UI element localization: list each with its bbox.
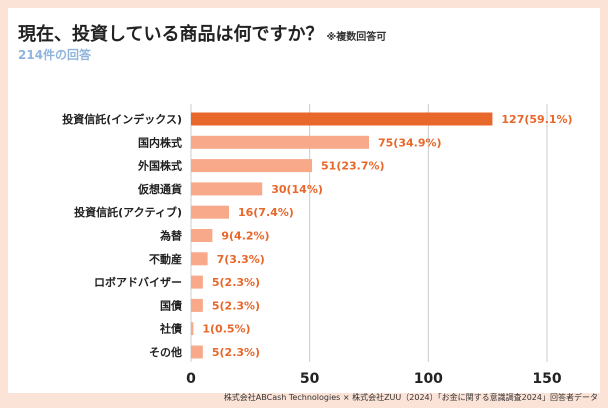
category-label: 不動産	[149, 252, 182, 266]
title-text: 現在、投資している商品は何ですか？	[18, 24, 324, 45]
title-note: ※複数回答可	[326, 32, 387, 43]
category-label: 為替	[160, 229, 183, 243]
x-tick-label: 150	[532, 371, 561, 387]
value-label: 51(23.7%)	[321, 160, 385, 173]
bar	[191, 298, 203, 312]
x-tick-label: 0	[186, 371, 196, 387]
category-label: 仮想通貨	[137, 182, 182, 196]
category-label: 国内株式	[138, 135, 182, 149]
bar	[191, 275, 203, 289]
bar	[191, 135, 369, 149]
value-label: 1(0.5%)	[202, 323, 250, 336]
value-label: 127(59.1%)	[501, 113, 572, 126]
x-tick-label: 100	[414, 371, 443, 387]
category-label: 国債	[160, 298, 182, 312]
x-tick-label: 50	[300, 371, 320, 387]
bar	[191, 159, 313, 173]
bar	[191, 252, 208, 266]
value-label: 5(2.3%)	[212, 346, 260, 359]
bar	[191, 205, 229, 219]
category-label: 投資信託(アクティブ)	[74, 205, 182, 219]
bar	[191, 345, 203, 359]
chart-card	[8, 8, 600, 393]
category-label: その他	[149, 345, 182, 359]
response-count: 214件の回答	[18, 48, 92, 62]
value-label: 5(2.3%)	[212, 276, 260, 289]
value-label: 5(2.3%)	[212, 299, 260, 312]
bar	[191, 112, 493, 126]
source-footer: 株式会社ABCash Technologies × 株式会社ZUU（2024）「…	[223, 393, 598, 402]
value-label: 75(34.9%)	[378, 136, 442, 149]
category-label: 外国株式	[137, 159, 182, 173]
value-label: 7(3.3%)	[217, 253, 265, 266]
category-label: ロボアドバイザー	[94, 275, 182, 289]
value-label: 30(14%)	[271, 183, 323, 196]
bar	[191, 322, 194, 336]
chart-title: 現在、投資している商品は何ですか？ ※複数回答可	[18, 20, 386, 46]
value-label: 16(7.4%)	[238, 206, 294, 219]
bar	[191, 182, 263, 196]
value-label: 9(4.2%)	[221, 230, 269, 243]
category-label: 社債	[159, 322, 182, 336]
bar	[191, 229, 213, 242]
category-label: 投資信託(インデックス)	[62, 112, 182, 126]
